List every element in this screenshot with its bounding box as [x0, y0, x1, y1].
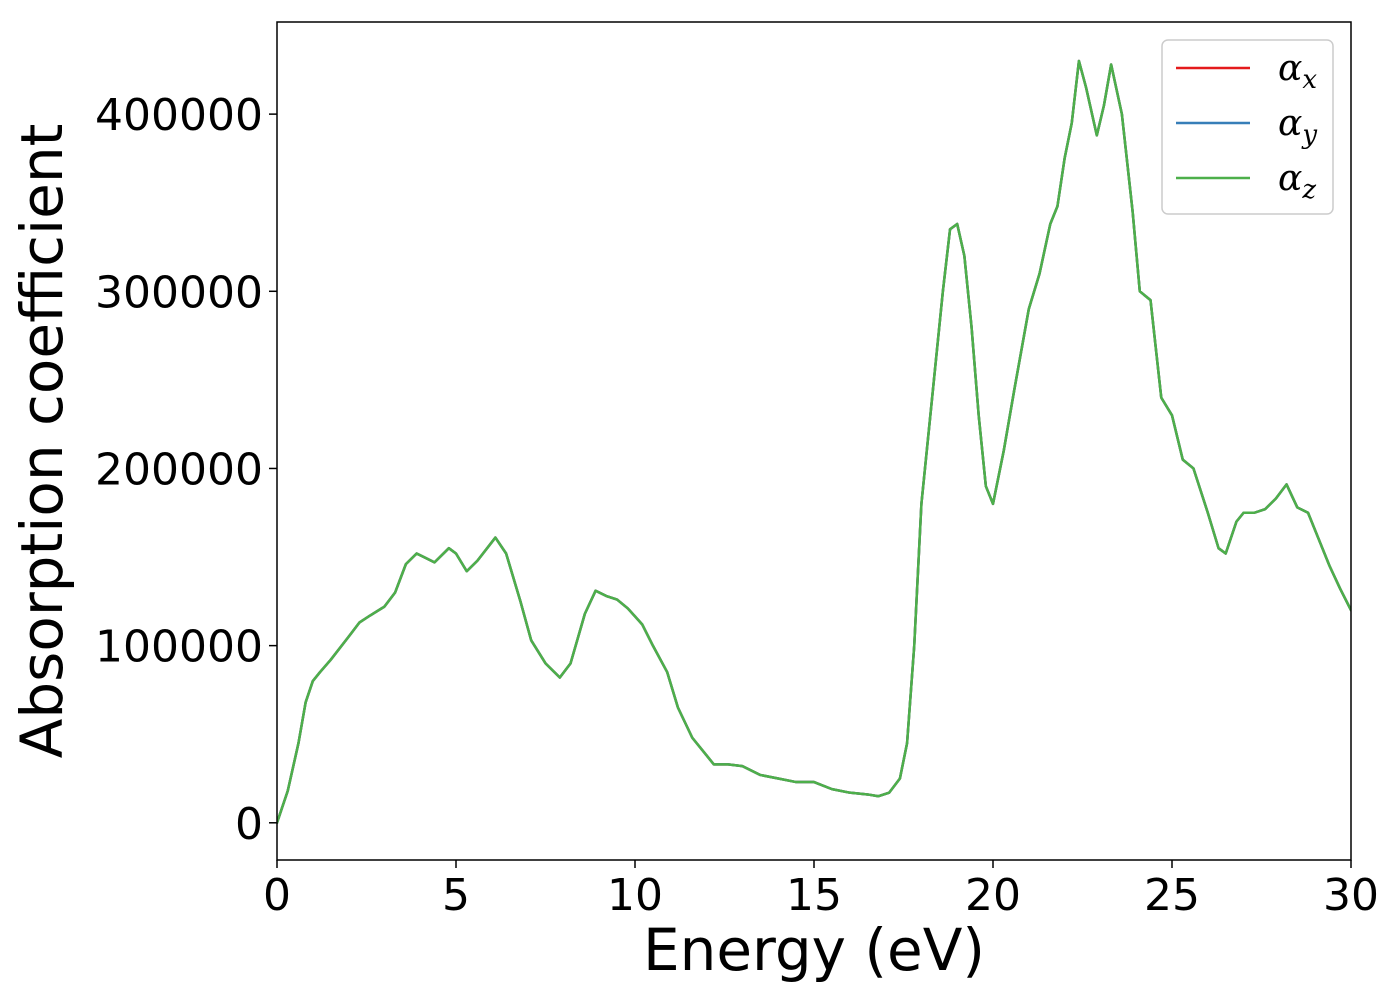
- y-axis-title: Absorption coefficient: [8, 124, 76, 759]
- x-tick-label: 30: [1323, 870, 1379, 921]
- x-axis-ticks: 0 5 10 15 20 25 30: [263, 860, 1379, 921]
- series-layer: [277, 59, 1351, 825]
- y-tick-label: 100000: [95, 622, 263, 673]
- legend-label-y: αy: [1278, 103, 1317, 150]
- legend-label-x: αx: [1278, 48, 1317, 95]
- x-tick-label: 25: [1144, 870, 1200, 921]
- y-tick-label: 200000: [95, 444, 263, 495]
- x-tick-label: 10: [607, 870, 663, 921]
- series-line-z: [277, 59, 1351, 825]
- x-tick-label: 15: [786, 870, 842, 921]
- legend-box: [1161, 39, 1334, 215]
- y-tick-label: 400000: [95, 90, 263, 141]
- y-tick-label: 0: [235, 799, 263, 850]
- x-axis-title: Energy (eV): [643, 916, 985, 984]
- x-tick-label: 20: [965, 870, 1021, 921]
- y-axis-ticks: 0 100000 200000 300000 400000: [95, 90, 277, 850]
- y-tick-label: 300000: [95, 267, 263, 318]
- x-tick-label: 0: [263, 870, 291, 921]
- x-tick-label: 5: [442, 870, 470, 921]
